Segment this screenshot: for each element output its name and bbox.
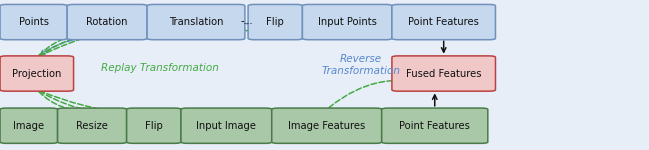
Text: Resize: Resize xyxy=(76,121,108,131)
FancyBboxPatch shape xyxy=(382,108,488,143)
Text: Fused Features: Fused Features xyxy=(406,69,482,79)
FancyBboxPatch shape xyxy=(0,4,67,40)
Text: -...: -... xyxy=(240,16,252,26)
FancyBboxPatch shape xyxy=(392,56,495,91)
FancyBboxPatch shape xyxy=(0,108,58,143)
Text: Image Features: Image Features xyxy=(288,121,365,131)
Text: Translation: Translation xyxy=(169,17,223,27)
Text: Flip: Flip xyxy=(145,121,163,131)
FancyBboxPatch shape xyxy=(147,4,245,40)
Text: Replay Transformation: Replay Transformation xyxy=(101,63,219,73)
Text: Points: Points xyxy=(19,17,49,27)
Text: Flip: Flip xyxy=(266,17,284,27)
Text: Projection: Projection xyxy=(12,69,62,79)
FancyBboxPatch shape xyxy=(127,108,181,143)
Text: Rotation: Rotation xyxy=(86,17,128,27)
FancyBboxPatch shape xyxy=(302,4,392,40)
Text: Point Features: Point Features xyxy=(399,121,470,131)
Text: Point Features: Point Features xyxy=(408,17,479,27)
Text: Input Points: Input Points xyxy=(318,17,376,27)
Text: Input Image: Input Image xyxy=(197,121,256,131)
FancyBboxPatch shape xyxy=(0,56,73,91)
FancyBboxPatch shape xyxy=(58,108,127,143)
FancyBboxPatch shape xyxy=(181,108,272,143)
FancyBboxPatch shape xyxy=(272,108,382,143)
FancyBboxPatch shape xyxy=(67,4,147,40)
Text: Image: Image xyxy=(13,121,44,131)
Text: Reverse
Transformation: Reverse Transformation xyxy=(322,54,400,75)
FancyBboxPatch shape xyxy=(392,4,495,40)
FancyBboxPatch shape xyxy=(248,4,302,40)
